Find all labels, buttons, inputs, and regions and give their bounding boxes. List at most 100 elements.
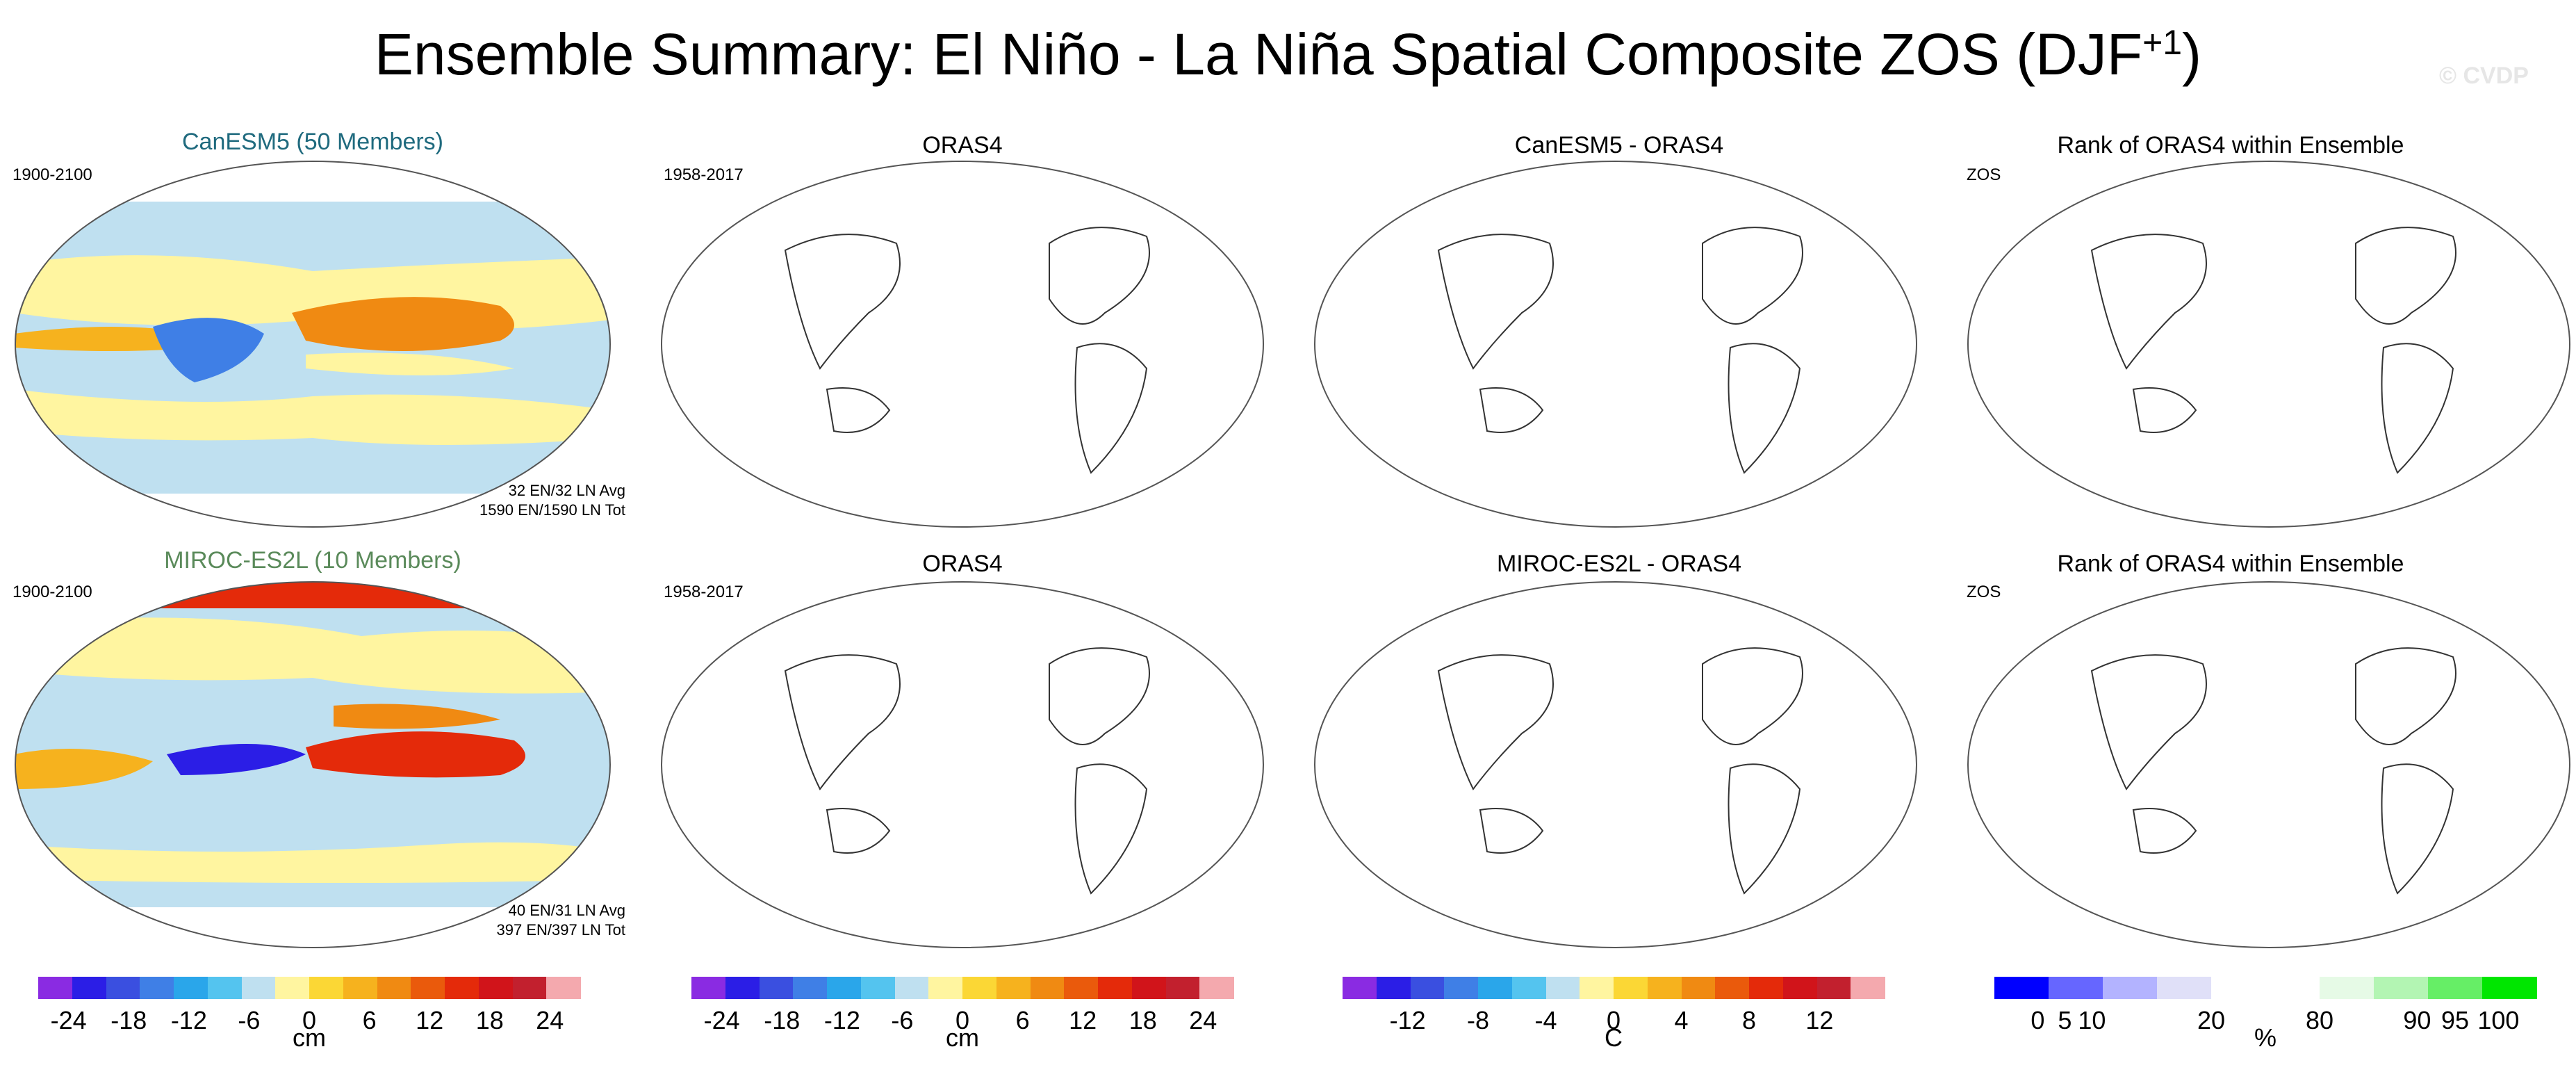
colorbar-swatch — [478, 977, 513, 999]
colorbar-swatch — [1199, 977, 1234, 999]
colorbar-tick-label: 18 — [1129, 1006, 1157, 1034]
colorbar-tick-label: -18 — [110, 1006, 147, 1034]
colorbar-swatch — [827, 977, 862, 999]
stats-total-row2: 397 EN/397 LN Tot — [496, 921, 626, 939]
colorbar-swatch — [691, 977, 726, 999]
stats-avg-row2: 40 EN/31 LN Avg — [508, 902, 625, 919]
colorbar-tick-label: 6 — [1015, 1006, 1030, 1034]
colorbar-swatch — [996, 977, 1031, 999]
colorbar-swatch — [1410, 977, 1445, 999]
colorbar-swatch — [106, 977, 140, 999]
colorbar-tick-label: 5 — [2058, 1006, 2072, 1034]
colorbar-swatch — [2428, 977, 2483, 999]
colorbar-obs: -24 -18 -12 -6 0 6 12 18 24 — [691, 977, 1234, 1034]
colorbar-tick-label: 18 — [475, 1006, 504, 1034]
colorbar-swatch — [1580, 977, 1614, 999]
model-title-row2: MIROC-ES2L (10 Members) — [164, 547, 461, 574]
stats-row1: 32 EN/32 LN Avg 1590 EN/1590 LN Tot — [389, 481, 625, 520]
model-map-row1 — [15, 161, 611, 528]
colorbar-swatch — [962, 977, 997, 999]
rank-var-row2: ZOS — [1967, 583, 2001, 601]
colorbar-tick-label: 95 — [2440, 1006, 2470, 1034]
rank-map-row1 — [1967, 161, 2570, 528]
colorbar-swatch — [759, 977, 794, 999]
cvdp-watermark: © CVDP — [2439, 63, 2529, 89]
stats-row2: 40 EN/31 LN Avg 397 EN/397 LN Tot — [389, 901, 626, 940]
diff-title-row1: CanESM5 - ORAS4 — [1514, 132, 1724, 159]
colorbar-swatch — [275, 977, 310, 999]
colorbar-tick-label: 24 — [1189, 1006, 1217, 1034]
rank-title-row2: Rank of ORAS4 within Ensemble — [2057, 551, 2404, 577]
obs-title-row2: ORAS4 — [922, 551, 1003, 577]
colorbar-tick-label: -6 — [891, 1006, 914, 1034]
colorbar-swatch — [2374, 977, 2429, 999]
colorbar-swatch — [860, 977, 895, 999]
rank-map-row2 — [1967, 581, 2570, 948]
colorbar-swatch — [377, 977, 411, 999]
rank-var-row1: ZOS — [1967, 165, 2001, 184]
colorbar-tick-label: -4 — [1534, 1006, 1557, 1034]
colorbar-tick-label: 24 — [536, 1006, 564, 1034]
colorbar-tick-label: 0 — [2031, 1006, 2045, 1034]
colorbar-swatch — [1098, 977, 1133, 999]
colorbar-tick-label: -24 — [703, 1006, 740, 1034]
model-title-row1: CanESM5 (50 Members) — [181, 129, 443, 155]
colorbar-tick-label: 20 — [2197, 1006, 2226, 1034]
colorbar-tick-label: -12 — [170, 1006, 207, 1034]
colorbar-swatch — [140, 977, 174, 999]
colorbar-swatch — [309, 977, 344, 999]
model-map-row2 — [15, 581, 611, 948]
colorbar-swatch — [241, 977, 276, 999]
colorbar-swatch — [1715, 977, 1750, 999]
colorbar-tick-label: 12 — [1805, 1006, 1834, 1034]
colorbar-swatch — [1511, 977, 1546, 999]
diff-title-row2: MIROC-ES2L - ORAS4 — [1496, 551, 1742, 577]
colorbar-swatch — [1444, 977, 1479, 999]
colorbar-swatch — [445, 977, 479, 999]
colorbar-swatch — [38, 977, 73, 999]
obs-years-row1: 1958-2017 — [664, 165, 744, 184]
colorbar-swatch — [1681, 977, 1716, 999]
stats-total-row1: 1590 EN/1590 LN Tot — [479, 501, 625, 519]
colorbar-swatch — [928, 977, 963, 999]
obs-title-row1: ORAS4 — [922, 132, 1003, 159]
colorbar-swatch — [2211, 977, 2266, 999]
obs-map-row1 — [661, 161, 1264, 528]
colorbar-swatch — [72, 977, 106, 999]
colorbar-unit-diff: C — [1605, 1023, 1623, 1052]
colorbar-tick-label: 12 — [1069, 1006, 1097, 1034]
colorbar-swatch — [894, 977, 929, 999]
colorbar-swatch — [2049, 977, 2103, 999]
colorbar-swatch — [2320, 977, 2374, 999]
colorbar-tick-label: 12 — [416, 1006, 444, 1034]
colorbar-swatch — [1131, 977, 1166, 999]
colorbar-tick-label: 8 — [1741, 1006, 1757, 1034]
colorbar-swatch — [1478, 977, 1513, 999]
colorbar-swatch — [411, 977, 445, 999]
colorbar-swatch — [1614, 977, 1648, 999]
colorbar-swatch — [1782, 977, 1817, 999]
colorbar-tick-label: 100 — [2477, 1006, 2520, 1034]
colorbar-swatch — [1064, 977, 1099, 999]
colorbar-tick-label: 10 — [2078, 1006, 2106, 1034]
colorbar-swatch — [1749, 977, 1784, 999]
rank-title-row1: Rank of ORAS4 within Ensemble — [2057, 132, 2404, 159]
colorbar-tick-label: 6 — [362, 1006, 377, 1034]
colorbar-swatch — [174, 977, 208, 999]
colorbar-tick-label: 0 — [302, 1006, 317, 1034]
colorbar-swatch — [2157, 977, 2212, 999]
colorbar-rank: 0 5 10 20 80 90 95 100 — [1994, 977, 2537, 1034]
colorbar-tick-label: 0 — [1606, 1006, 1621, 1034]
colorbar-swatch — [1545, 977, 1580, 999]
diff-map-row1 — [1314, 161, 1917, 528]
colorbar-diff: -12 -8 -4 0 4 8 12 — [1343, 977, 1885, 1034]
colorbar-swatch — [793, 977, 828, 999]
obs-years-row2: 1958-2017 — [664, 583, 744, 601]
colorbar-tick-label: 4 — [1674, 1006, 1689, 1034]
colorbar-swatch — [1376, 977, 1411, 999]
colorbar-model: -24 -18 -12 -6 0 6 12 18 24 — [38, 977, 581, 1034]
colorbar-swatch — [2482, 977, 2537, 999]
colorbar-unit-obs: cm — [946, 1023, 979, 1052]
colorbar-swatch — [207, 977, 242, 999]
model-years-row1: 1900-2100 — [13, 165, 92, 184]
